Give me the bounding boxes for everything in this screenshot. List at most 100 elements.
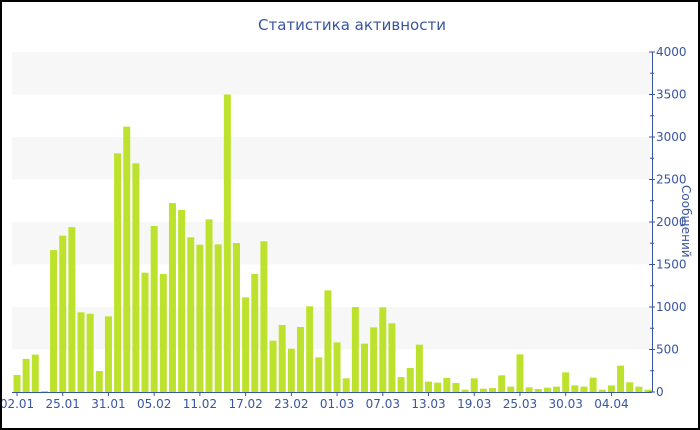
x-tick-label: 04.04: [594, 397, 628, 411]
x-tick-label: 25.01: [46, 397, 80, 411]
bar: [562, 372, 570, 392]
bar: [388, 323, 396, 392]
bar: [351, 307, 359, 392]
bar: [361, 343, 369, 392]
bar: [123, 126, 131, 392]
x-tick-label: 05.02: [137, 397, 171, 411]
bar: [40, 391, 48, 393]
grid-band: [12, 52, 652, 95]
bar: [150, 225, 158, 392]
x-tick-label: 11.02: [183, 397, 217, 411]
bar: [479, 388, 487, 392]
bar: [397, 377, 405, 392]
bar: [324, 290, 332, 392]
y-tick-label: 1500: [656, 258, 687, 272]
bar: [251, 274, 259, 392]
bar: [571, 385, 579, 392]
x-tick-label: 02.01: [2, 397, 34, 411]
x-tick-label: 01.03: [320, 397, 354, 411]
bar: [607, 385, 615, 392]
bar: [223, 94, 231, 392]
bar: [68, 227, 76, 392]
bar: [489, 388, 497, 392]
bar: [626, 382, 634, 392]
bar: [296, 326, 304, 392]
chart-title: Статистика активности: [258, 16, 446, 34]
bar: [141, 272, 149, 392]
x-tick-label: 25.03: [503, 397, 537, 411]
bar: [589, 377, 597, 392]
bar: [507, 386, 515, 392]
bar: [534, 389, 542, 392]
bar: [214, 244, 222, 392]
bar: [598, 389, 606, 392]
bar: [232, 242, 240, 392]
bar: [205, 219, 213, 392]
bar: [425, 381, 433, 392]
bar: [525, 387, 533, 392]
bar: [260, 241, 268, 392]
bar: [315, 357, 323, 392]
y-tick-label: 3000: [656, 130, 687, 144]
bar: [406, 368, 414, 392]
x-tick-label: 30.03: [549, 397, 583, 411]
bar: [59, 235, 67, 392]
bar: [50, 250, 58, 392]
bar: [434, 382, 442, 392]
bar: [114, 153, 122, 392]
y-tick-label: 500: [656, 343, 679, 357]
bar: [635, 386, 643, 392]
bar: [553, 386, 561, 392]
bar: [342, 378, 350, 392]
x-tick-label: 13.03: [411, 397, 445, 411]
bar: [370, 327, 378, 392]
bar: [77, 312, 85, 392]
x-tick-label: 17.02: [228, 397, 262, 411]
bar: [95, 371, 103, 392]
bar: [461, 389, 469, 392]
y-tick-label: 2000: [656, 215, 687, 229]
y-tick-label: 3500: [656, 88, 687, 102]
bar: [104, 316, 112, 392]
y-axis-label: Сообщений: [679, 185, 693, 258]
y-tick-label: 0: [656, 385, 664, 399]
bar: [242, 297, 250, 392]
bar: [580, 386, 588, 392]
bar: [498, 375, 506, 392]
bar: [443, 377, 451, 392]
bar: [13, 375, 21, 392]
bar: [168, 203, 176, 392]
bar: [470, 378, 478, 392]
grid-band: [12, 222, 652, 265]
bar: [132, 163, 140, 392]
bar: [333, 342, 341, 392]
bar: [86, 313, 94, 392]
bar: [269, 340, 277, 392]
bar: [187, 237, 195, 392]
bar: [543, 387, 551, 392]
y-tick-label: 2500: [656, 173, 687, 187]
y-tick-label: 1000: [656, 300, 687, 314]
bar: [644, 389, 652, 392]
bar: [452, 382, 460, 392]
y-tick-label: 4000: [656, 45, 687, 59]
bar: [306, 306, 314, 392]
x-tick-label: 31.01: [91, 397, 125, 411]
bar: [516, 354, 524, 392]
bar: [159, 274, 167, 392]
x-tick-label: 23.02: [274, 397, 308, 411]
bar: [415, 344, 423, 392]
bar: [278, 325, 286, 392]
bar: [196, 244, 204, 392]
bar: [617, 365, 625, 392]
bar: [379, 307, 387, 392]
bar: [31, 354, 39, 392]
grid-band: [12, 137, 652, 180]
bar: [287, 348, 295, 392]
x-tick-label: 19.03: [457, 397, 491, 411]
x-tick-label: 07.03: [366, 397, 400, 411]
bar: [178, 210, 186, 392]
bar: [22, 358, 30, 392]
